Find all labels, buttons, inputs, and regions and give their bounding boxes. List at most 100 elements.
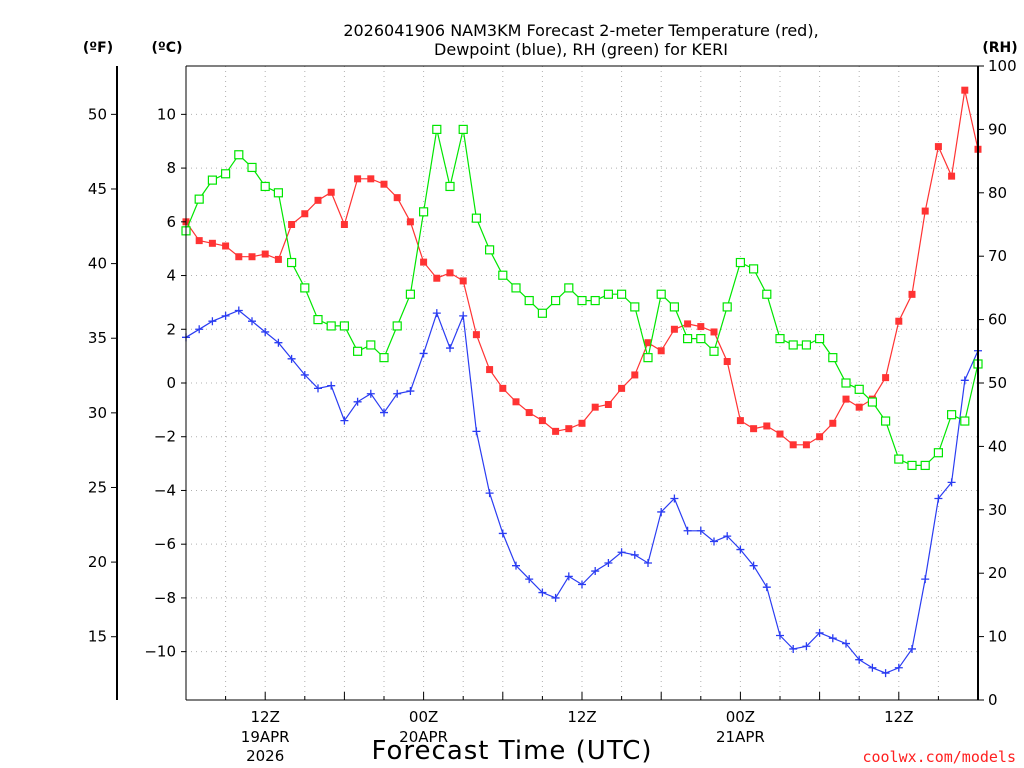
dewpoint-point (960, 376, 969, 385)
temperature-point (235, 253, 243, 261)
dewpoint-point (300, 370, 309, 379)
temperature-point (776, 430, 784, 438)
rh-point (405, 289, 415, 299)
fahrenheit-tick-label: 25 (88, 478, 107, 496)
rh-point (669, 302, 680, 312)
dewpoint-point (446, 344, 454, 353)
dewpoint-point (432, 309, 441, 318)
dewpoint-point (287, 354, 296, 363)
rh-point (564, 283, 574, 293)
credit-text: coolwx.com/models (862, 748, 1016, 766)
dewpoint-point (406, 387, 415, 396)
dewpoint-point (736, 545, 745, 554)
temperature-point (657, 347, 665, 355)
rh-tick-label: 70 (988, 247, 1007, 265)
dewpoint-point (881, 669, 890, 678)
rh-tick-label: 50 (988, 374, 1007, 392)
rh-point (366, 340, 376, 350)
rh-point (696, 334, 706, 344)
rh-tick-label: 30 (988, 501, 1007, 519)
dewpoint-point (604, 558, 613, 567)
dewpoint-point (551, 593, 560, 602)
dewpoint-point (327, 381, 336, 390)
rh-tick-label: 60 (988, 311, 1007, 329)
fahrenheit-tick-label: 50 (88, 105, 107, 123)
temperature-point (552, 427, 560, 435)
dewpoint-point (947, 478, 956, 487)
dewpoint-point (591, 567, 600, 576)
rh-tick-label: 20 (988, 564, 1007, 582)
temperature-point (195, 237, 203, 245)
temperature-point (631, 371, 639, 379)
temperature-point (340, 221, 348, 228)
temperature-point (525, 409, 533, 417)
celsius-tick-label: −6 (154, 535, 176, 553)
dewpoint-point (644, 558, 652, 567)
rh-tick-label: 0 (988, 691, 998, 709)
rh-point (485, 245, 495, 255)
rh-point (221, 169, 231, 179)
rh-point (300, 283, 310, 293)
dewpoint-point (894, 663, 903, 672)
temperature-point (763, 422, 771, 430)
dewpoint-point (208, 317, 217, 326)
rh-point (432, 124, 442, 135)
temperature-point (934, 143, 942, 151)
axes: 1520253035404550−10−8−6−4−20246810010203… (88, 57, 1017, 765)
time-tick-label: 12Z (251, 708, 280, 726)
temperature-point (591, 403, 599, 411)
date-label: 21APR (716, 728, 765, 746)
rh-point (656, 289, 666, 299)
dewpoint-point (696, 526, 705, 535)
dewpoint-point (419, 349, 428, 358)
rh-point (841, 378, 851, 388)
dewpoint-point (261, 327, 270, 336)
date-label: 19APR (241, 728, 290, 746)
temperature-point (802, 441, 810, 449)
rh-point (590, 295, 600, 306)
dewpoint-point (868, 663, 877, 672)
rh-unit-label: (RH) (982, 40, 1017, 56)
rh-tick-label: 80 (988, 184, 1007, 202)
temperature-point (684, 320, 692, 328)
dewpoint-point (380, 408, 388, 417)
temperature-point (895, 317, 903, 325)
rh-tick-label: 90 (988, 120, 1007, 138)
celsius-tick-label: 8 (166, 159, 176, 177)
rh-point (643, 353, 653, 363)
temperature-point (723, 358, 731, 366)
rh-point (801, 340, 812, 350)
temperature-point (472, 331, 480, 339)
rh-point (894, 454, 904, 464)
celsius-tick-label: −10 (144, 643, 176, 661)
dewpoint-point (842, 639, 850, 648)
rh-point (234, 150, 244, 160)
dewpoint-point (274, 338, 283, 347)
series-layer (181, 86, 983, 678)
time-tick-label: 00Z (409, 708, 438, 726)
grid-lines (186, 66, 978, 700)
dewpoint-point (393, 389, 402, 398)
dewpoint-point (908, 644, 916, 653)
temperature-point (921, 207, 929, 215)
temperature-point (855, 403, 863, 411)
rh-point (788, 340, 798, 350)
celsius-unit-label: (ºC) (152, 40, 183, 56)
temperature-point (882, 374, 890, 382)
time-tick-label: 12Z (567, 708, 596, 726)
rh-point (709, 346, 719, 356)
rh-point (247, 162, 257, 173)
temperature-point (750, 425, 758, 433)
fahrenheit-unit-label: (ºF) (83, 40, 113, 56)
dewpoint-point (353, 397, 362, 406)
rh-point (933, 448, 944, 458)
rh-point (458, 124, 468, 135)
dewpoint-point (710, 537, 718, 546)
dewpoint-point (314, 384, 322, 393)
temperature-point (367, 175, 375, 183)
rh-point (392, 321, 402, 331)
rh-point (207, 175, 217, 185)
dewpoint-point (683, 526, 692, 535)
celsius-tick-label: 6 (166, 213, 176, 231)
temperature-point (644, 339, 652, 347)
